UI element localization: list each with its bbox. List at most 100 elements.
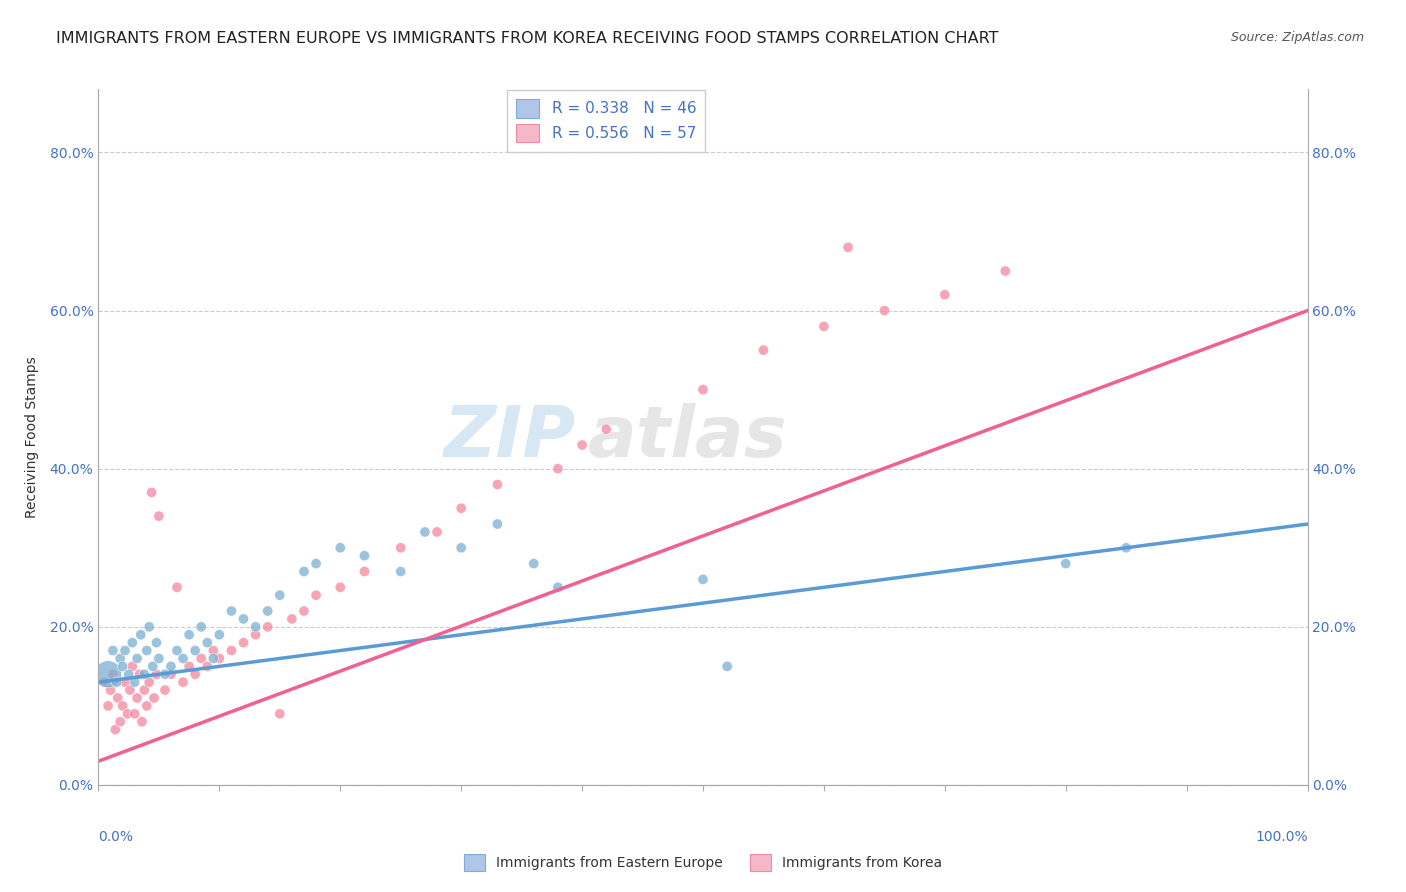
Text: IMMIGRANTS FROM EASTERN EUROPE VS IMMIGRANTS FROM KOREA RECEIVING FOOD STAMPS CO: IMMIGRANTS FROM EASTERN EUROPE VS IMMIGR… [56, 31, 998, 46]
Point [692, 383, 714, 397]
Point [486, 516, 509, 531]
Point [190, 620, 212, 634]
Point [547, 580, 569, 594]
Point [105, 675, 128, 690]
Point [124, 706, 146, 721]
Point [994, 264, 1017, 278]
Point [108, 651, 131, 665]
Point [221, 643, 243, 657]
Point [97, 698, 120, 713]
Text: 0.0%: 0.0% [98, 830, 134, 844]
Point [245, 620, 267, 634]
Point [166, 643, 188, 657]
Point [426, 524, 449, 539]
Text: 100.0%: 100.0% [1256, 830, 1308, 844]
Point [179, 628, 201, 642]
Point [195, 635, 218, 649]
Point [117, 706, 139, 721]
Point [269, 706, 291, 721]
Point [124, 675, 146, 690]
Point [121, 635, 143, 649]
Point [595, 422, 617, 436]
Point [281, 612, 304, 626]
Point [145, 667, 167, 681]
Point [108, 714, 131, 729]
Point [101, 643, 124, 657]
Point [184, 643, 207, 657]
Legend: Immigrants from Eastern Europe, Immigrants from Korea: Immigrants from Eastern Europe, Immigran… [458, 848, 948, 876]
Point [413, 524, 436, 539]
Point [148, 651, 170, 665]
Point [114, 675, 136, 690]
Point [118, 667, 141, 681]
Y-axis label: Receiving Food Stamps: Receiving Food Stamps [24, 356, 38, 518]
Point [837, 240, 859, 254]
Point [160, 659, 183, 673]
Point [389, 541, 412, 555]
Point [148, 509, 170, 524]
Point [523, 557, 546, 571]
Point [107, 690, 129, 705]
Text: ZIP: ZIP [444, 402, 576, 472]
Point [129, 628, 152, 642]
Point [172, 651, 194, 665]
Point [232, 635, 254, 649]
Point [134, 683, 156, 698]
Point [752, 343, 775, 357]
Point [813, 319, 835, 334]
Point [221, 604, 243, 618]
Point [450, 501, 472, 516]
Point [256, 604, 278, 618]
Point [873, 303, 896, 318]
Point [190, 651, 212, 665]
Point [160, 667, 183, 681]
Point [166, 580, 188, 594]
Point [245, 628, 267, 642]
Point [202, 651, 225, 665]
Point [305, 557, 328, 571]
Point [716, 659, 738, 673]
Point [172, 675, 194, 690]
Point [202, 643, 225, 657]
Point [292, 565, 315, 579]
Point [128, 667, 150, 681]
Point [1115, 541, 1137, 555]
Point [184, 667, 207, 681]
Point [208, 628, 231, 642]
Point [571, 438, 593, 452]
Point [100, 683, 122, 698]
Point [153, 667, 176, 681]
Text: Source: ZipAtlas.com: Source: ZipAtlas.com [1230, 31, 1364, 45]
Point [329, 580, 352, 594]
Point [143, 690, 166, 705]
Point [138, 675, 160, 690]
Point [111, 698, 134, 713]
Point [486, 477, 509, 491]
Point [135, 643, 157, 657]
Point [329, 541, 352, 555]
Point [93, 675, 115, 690]
Point [195, 659, 218, 673]
Point [353, 565, 375, 579]
Point [142, 659, 165, 673]
Point [232, 612, 254, 626]
Point [111, 659, 134, 673]
Point [389, 565, 412, 579]
Point [292, 604, 315, 618]
Point [692, 573, 714, 587]
Point [101, 667, 124, 681]
Text: atlas: atlas [588, 402, 787, 472]
Point [127, 690, 149, 705]
Point [131, 714, 153, 729]
Point [104, 723, 127, 737]
Point [135, 698, 157, 713]
Point [269, 588, 291, 602]
Point [179, 659, 201, 673]
Point [1054, 557, 1077, 571]
Point [934, 287, 956, 301]
Point [145, 635, 167, 649]
Point [97, 667, 120, 681]
Point [114, 643, 136, 657]
Point [450, 541, 472, 555]
Point [121, 659, 143, 673]
